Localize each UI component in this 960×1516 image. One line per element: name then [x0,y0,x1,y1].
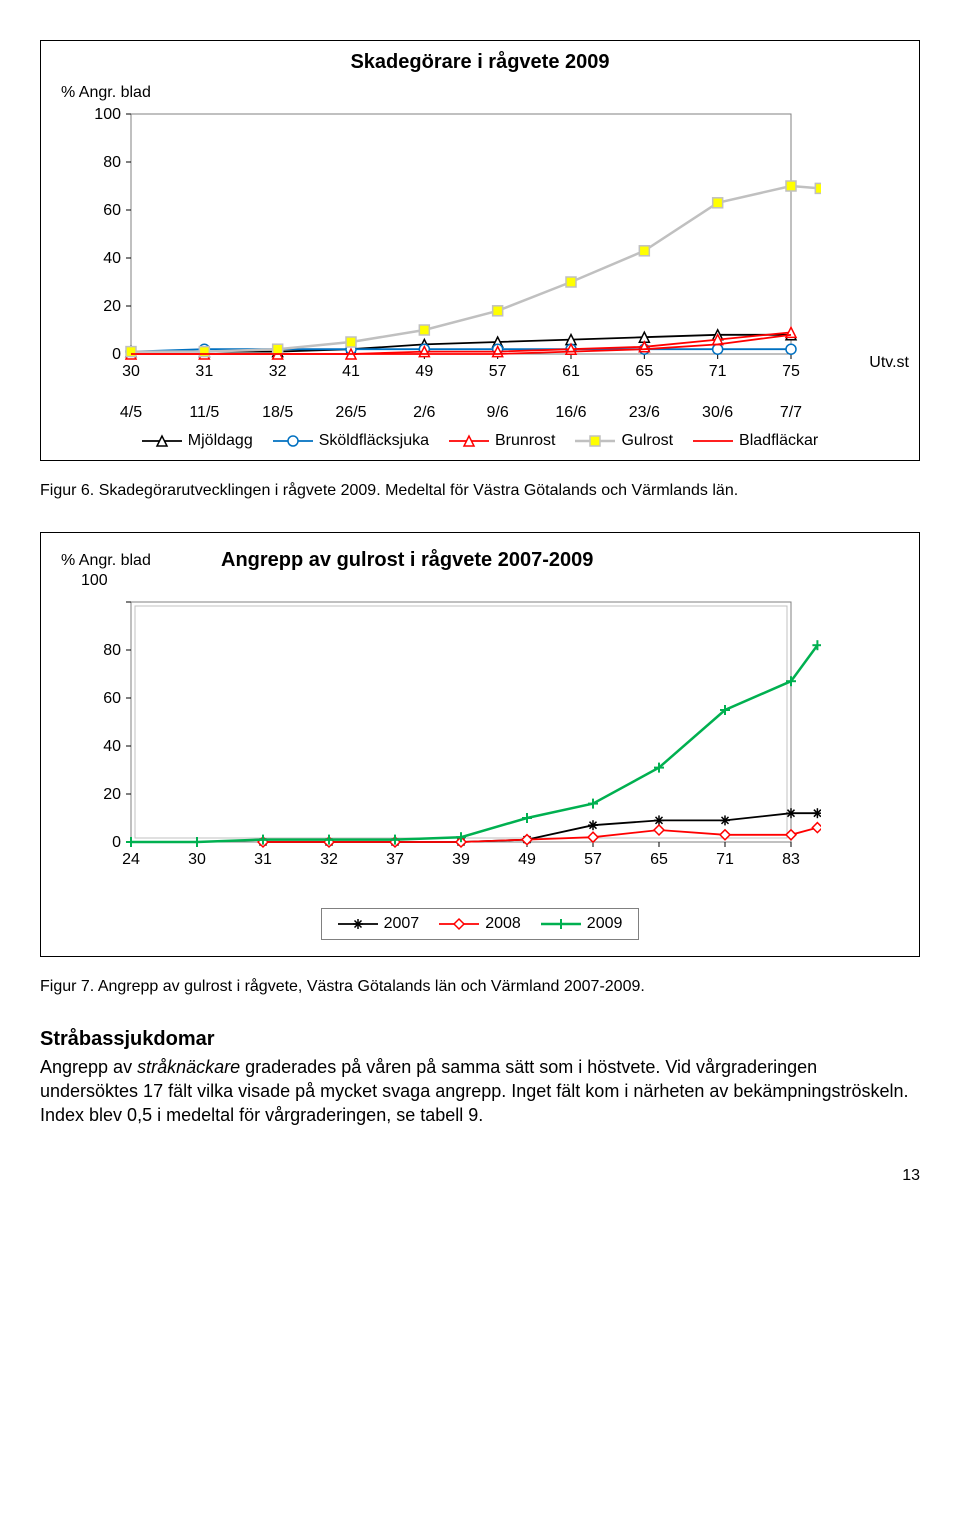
svg-text:20: 20 [103,786,121,803]
svg-text:83: 83 [782,851,800,868]
chart1-ylabel: % Angr. blad [61,84,899,102]
svg-text:75: 75 [782,363,800,380]
svg-text:49: 49 [415,363,433,380]
figure7-caption: Figur 7. Angrepp av gulrost i rågvete, V… [40,977,920,998]
chart2-ymax: 100 [61,572,181,590]
chart1-date-label: 26/5 [314,404,387,422]
legend-item: Brunrost [449,432,555,450]
caption1-prefix: Figur 6. [40,482,99,499]
svg-text:37: 37 [386,851,404,868]
chart1-utvst: Utv.st [869,354,909,372]
body-italic: stråknäckare [137,1057,240,1077]
svg-text:80: 80 [103,154,121,171]
chart1-date-label: 2/6 [388,404,461,422]
body-pre: Angrepp av [40,1057,137,1077]
chart2-legend: 2007 2008 2009 [321,908,640,940]
legend-item: Mjöldagg [142,432,253,450]
chart1-date-label: 30/6 [681,404,754,422]
legend-item: Gulrost [575,432,673,450]
legend-item: Sköldfläcksjuka [273,432,429,450]
svg-text:30: 30 [188,851,206,868]
svg-text:30: 30 [122,363,140,380]
legend-item: 2009 [541,915,623,933]
svg-text:24: 24 [122,851,140,868]
svg-text:71: 71 [709,363,727,380]
svg-text:57: 57 [489,363,507,380]
chart1-plot: 0 20 40 60 80 100 30 31 32 41 49 57 61 65 71 75 [61,104,821,404]
svg-text:31: 31 [254,851,272,868]
svg-text:31: 31 [195,363,213,380]
svg-text:39: 39 [452,851,470,868]
legend-item: Bladfläckar [693,432,818,450]
chart1-date-label: 11/5 [168,404,241,422]
figure6-caption: Figur 6. Skadegörarutvecklingen i rågvet… [40,481,920,502]
svg-text:0: 0 [112,834,121,851]
section-title: Stråbassjukdomar [40,1028,920,1051]
caption1-text: Skadegörarutvecklingen i rågvete 2009. M… [99,482,738,499]
section-body: Angrepp av stråknäckare graderades på vå… [40,1055,920,1128]
chart2-container: % Angr. blad 100 Angrepp av gulrost i rå… [40,532,920,957]
svg-text:100: 100 [94,106,121,123]
chart1-dates-row: 4/511/518/526/52/69/616/623/630/67/7 [61,404,899,422]
svg-text:80: 80 [103,642,121,659]
svg-text:32: 32 [320,851,338,868]
svg-text:41: 41 [342,363,360,380]
chart1-title: Skadegörare i rågvete 2009 [61,51,899,74]
chart1-date-label: 4/5 [94,404,167,422]
svg-text:40: 40 [103,738,121,755]
svg-text:65: 65 [635,363,653,380]
chart2-plot: 0 20 40 60 80 24 30 31 32 37 39 49 57 65 71 83 [61,592,821,892]
svg-text:49: 49 [518,851,536,868]
svg-text:32: 32 [269,363,287,380]
chart2-title: Angrepp av gulrost i rågvete 2007-2009 [181,549,899,572]
svg-text:60: 60 [103,202,121,219]
chart1-date-label: 16/6 [534,404,607,422]
chart1-container: Skadegörare i rågvete 2009 % Angr. blad … [40,40,920,461]
chart1-date-label: 18/5 [241,404,314,422]
page-number: 13 [40,1167,920,1185]
legend-item: 2007 [338,915,420,933]
chart1-date-label: 7/7 [754,404,827,422]
svg-text:71: 71 [716,851,734,868]
chart1-date-label: 23/6 [608,404,681,422]
caption2-prefix: Figur 7. [40,978,98,995]
chart1-legend: Mjöldagg Sköldfläcksjuka Brunrost Gulrost Bl… [61,432,899,450]
svg-text:40: 40 [103,250,121,267]
svg-text:20: 20 [103,298,121,315]
legend-item: 2008 [439,915,521,933]
svg-text:60: 60 [103,690,121,707]
caption2-text: Angrepp av gulrost i rågvete, Västra Göt… [98,978,645,995]
svg-text:61: 61 [562,363,580,380]
chart1-date-label: 9/6 [461,404,534,422]
svg-text:65: 65 [650,851,668,868]
chart2-ylabel: % Angr. blad [61,552,181,570]
svg-text:0: 0 [112,346,121,363]
svg-text:57: 57 [584,851,602,868]
